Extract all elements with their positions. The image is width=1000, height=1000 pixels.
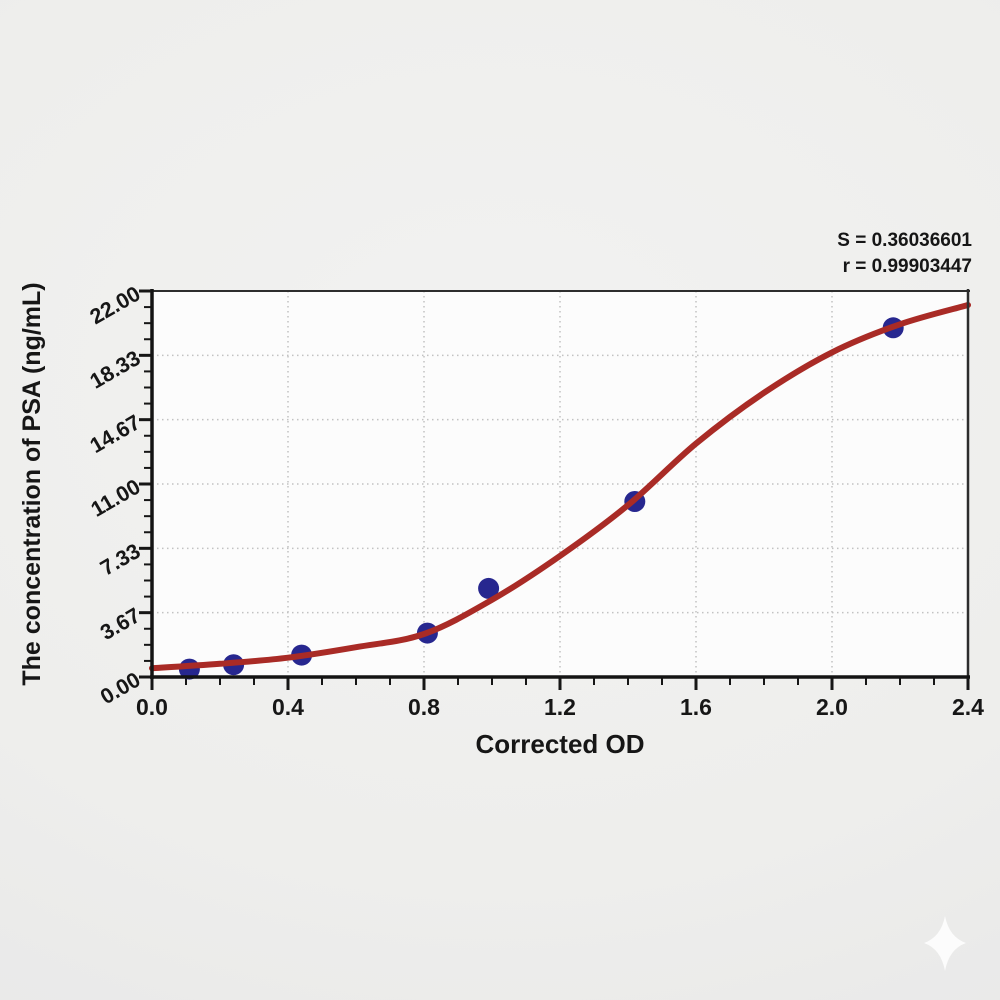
data-point	[478, 577, 500, 599]
watermark-star-icon	[924, 916, 966, 971]
s-value-annotation: S = 0.36036601	[837, 230, 972, 251]
x-tick-label: 0.8	[408, 694, 440, 720]
x-axis-title: Corrected OD	[475, 729, 644, 759]
x-tick-label: 0.4	[272, 694, 304, 720]
x-tick-label: 2.0	[816, 694, 848, 720]
y-tick-label: 18.33	[86, 346, 145, 394]
r-value-annotation: r = 0.99903447	[843, 256, 972, 277]
y-axis-title: The concentration of PSA (ng/mL)	[18, 282, 46, 685]
x-tick-label: 1.2	[544, 694, 576, 720]
y-tick-label: 3.67	[96, 603, 144, 645]
y-tick-label: 22.00	[86, 282, 145, 330]
fit-curve	[149, 302, 971, 672]
fitted-curve-path	[149, 302, 971, 672]
y-tick-label: 7.33	[96, 539, 144, 581]
y-tick-label: 11.00	[87, 475, 145, 522]
x-tick-label: 2.4	[952, 694, 984, 720]
x-tick-label: 0.0	[136, 694, 168, 720]
y-tick-label: 14.67	[86, 410, 145, 458]
x-tick-label: 1.6	[680, 694, 712, 720]
plot-frame	[150, 289, 970, 679]
